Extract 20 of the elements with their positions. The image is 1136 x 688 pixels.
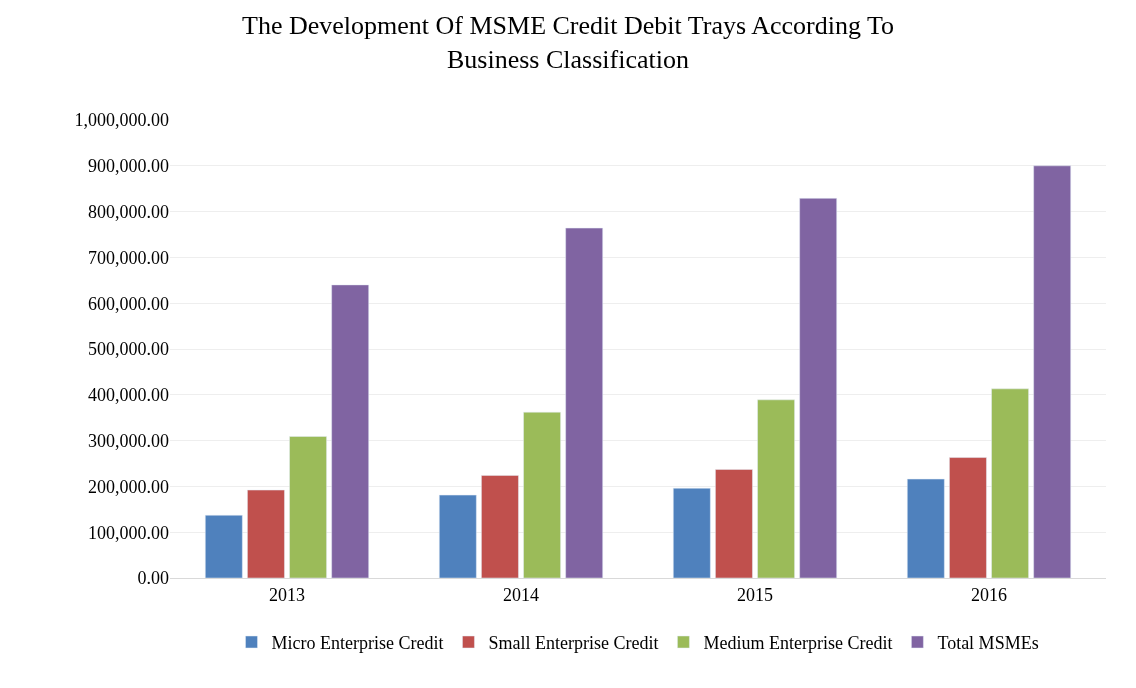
legend-label: Medium Enterprise Credit [703,633,893,654]
legend-label: Micro Enterprise Credit [271,633,444,654]
y-tick-label: 0.00 [137,568,169,589]
x-tick-label: 2015 [737,584,773,605]
chart-title: The Development Of MSME Credit Debit Trays According To Business Classification [242,11,894,75]
legend-label: Small Enterprise Credit [488,633,659,654]
y-tick-label: 600,000.00 [88,293,169,314]
x-tick-label: 2014 [503,584,539,605]
y-tick-label: 500,000.00 [88,339,169,360]
x-tick-label: 2016 [971,584,1007,605]
y-tick-label: 100,000.00 [88,522,169,543]
legend-label: Total MSMEs [937,633,1039,654]
x-tick-label: 2013 [269,584,305,605]
y-tick-label: 200,000.00 [88,476,169,497]
y-tick-label: 300,000.00 [88,430,169,451]
y-tick-label: 400,000.00 [88,385,169,406]
y-tick-label: 800,000.00 [88,201,169,222]
y-tick-label: 700,000.00 [88,247,169,268]
y-tick-label: 1,000,000.00 [74,110,169,131]
y-tick-label: 900,000.00 [88,156,169,177]
